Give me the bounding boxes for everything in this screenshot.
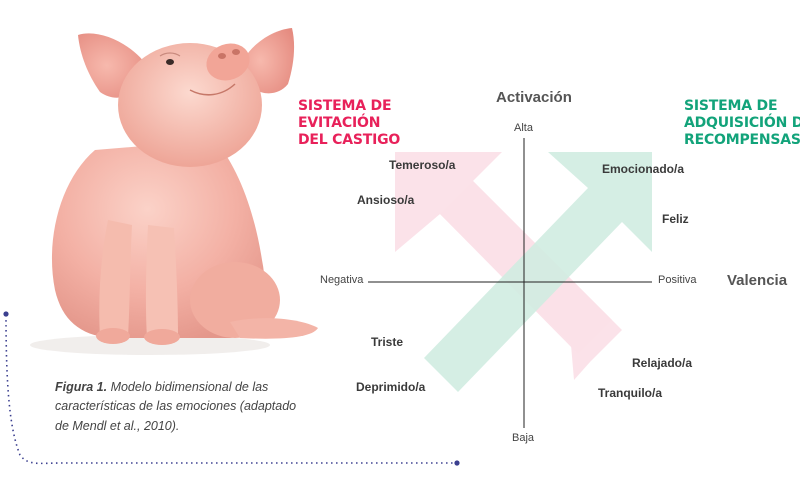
punishment-system-line-1: SISTEMA DE <box>298 98 392 114</box>
reward-system-label: SISTEMA DE ADQUISICIÓN DE RECOMPENSAS <box>684 98 800 149</box>
figure-caption: Figura 1. Modelo bidimensional de las ca… <box>55 378 305 436</box>
emotion-relaxed: Relajado/a <box>632 356 693 370</box>
reward-system-line-1: SISTEMA DE <box>684 98 778 114</box>
emotion-sad: Triste <box>371 335 404 349</box>
punishment-system-line-3: DEL CASTIGO <box>298 132 401 149</box>
caption-text: Modelo bidimensional de las característi… <box>55 380 297 433</box>
emotion-calm: Tranquilo/a <box>598 386 663 400</box>
emotion-excited: Emocionado/a <box>602 162 685 176</box>
punishment-system-label: SISTEMA DE EVITACIÓN DEL CASTIGO <box>298 98 400 149</box>
emotion-fearful: Temeroso/a <box>389 158 456 172</box>
pig-illustration <box>30 28 318 355</box>
axis-left-label: Negativa <box>320 274 364 286</box>
emotion-happy: Feliz <box>662 212 689 226</box>
punishment-system-line-2: EVITACIÓN <box>298 115 381 132</box>
axis-y-title: Activación <box>496 89 572 106</box>
reward-system-line-3: RECOMPENSAS <box>684 132 800 149</box>
emotion-depressed: Deprimido/a <box>356 380 426 394</box>
axis-bottom-label: Baja <box>512 432 535 444</box>
caption-label: Figura 1. <box>55 380 108 394</box>
reward-arrow <box>424 152 652 392</box>
axis-x-title: Valencia <box>727 272 788 289</box>
reward-system-line-2: ADQUISICIÓN DE <box>684 115 800 132</box>
emotion-anxious: Ansioso/a <box>357 193 415 207</box>
axis-right-label: Positiva <box>658 274 697 286</box>
axis-top-label: Alta <box>514 122 533 134</box>
